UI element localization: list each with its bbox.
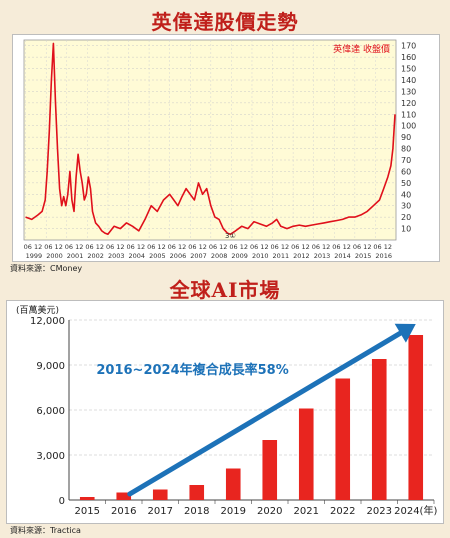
x-tick-label: 06 12 xyxy=(147,243,166,251)
x-tick-label: 06 12 xyxy=(106,243,125,251)
trend-arrow-shaft xyxy=(127,330,403,497)
annotation-label: 3① xyxy=(225,232,236,240)
x-tick-label: 06 12 xyxy=(24,243,43,251)
bar xyxy=(79,497,95,500)
chart-title-stock: 英偉達股價走勢 xyxy=(151,10,299,34)
x-tick-label: 06 12 xyxy=(229,243,248,251)
x-year-label: 2004 xyxy=(129,252,146,260)
y-tick-label: 150 xyxy=(401,65,416,74)
y-tick-label: 70 xyxy=(401,156,411,165)
y-axis-title: (百萬美元) xyxy=(16,304,59,316)
x-tick-label: 2016 xyxy=(111,506,136,517)
x-year-label: 2005 xyxy=(149,252,166,260)
x-year-label: 2010 xyxy=(252,252,269,260)
x-tick-label: 06 12 xyxy=(188,243,207,251)
price-line xyxy=(25,42,396,236)
x-year-label: 2002 xyxy=(87,252,104,260)
x-year-label: 2011 xyxy=(273,252,290,260)
chart-title-ai-market: 全球AI市場 xyxy=(169,278,281,302)
x-tick-label: 2023 xyxy=(367,506,392,517)
plot-area xyxy=(23,39,397,241)
y-tick-label: 170 xyxy=(401,42,416,51)
x-year-label: 2013 xyxy=(314,252,331,260)
x-tick-label: 2015 xyxy=(75,506,100,517)
chart-frame xyxy=(6,300,444,524)
bar xyxy=(189,485,205,500)
x-year-label: 2015 xyxy=(355,252,372,260)
x-year-label: 2001 xyxy=(67,252,84,260)
x-tick-label: 06 12 xyxy=(44,243,63,251)
trend-arrow-head xyxy=(394,323,416,343)
x-tick-label: 2019 xyxy=(221,506,246,517)
x-year-label: 1999 xyxy=(26,252,43,260)
y-tick-label: 50 xyxy=(401,179,411,188)
x-tick-label: 06 12 xyxy=(373,243,392,251)
y-tick-label: 6,000 xyxy=(36,406,65,417)
y-tick-label: 3,000 xyxy=(36,451,65,462)
x-tick-label: 06 12 xyxy=(127,243,146,251)
x-tick-label: 06 12 xyxy=(312,243,331,251)
bar xyxy=(371,359,387,500)
bar xyxy=(335,378,351,500)
y-tick-label: 40 xyxy=(401,190,411,199)
x-tick-label: 2022 xyxy=(330,506,355,517)
y-tick-label: 90 xyxy=(401,133,411,142)
x-tick-label: 06 12 xyxy=(250,243,269,251)
source-label-stock: 資料來源：CMoney xyxy=(10,264,83,273)
y-tick-label: 10 xyxy=(401,225,411,234)
bar xyxy=(225,468,241,500)
y-tick-label: 9,000 xyxy=(36,361,65,372)
x-year-label: 2012 xyxy=(293,252,310,260)
x-tick-label: 06 12 xyxy=(168,243,187,251)
x-tick-label: 2018 xyxy=(184,506,209,517)
x-tick-label: 06 12 xyxy=(209,243,228,251)
y-tick-label: 30 xyxy=(401,202,411,211)
y-tick-label: 120 xyxy=(401,99,416,108)
x-tick-label: 2020 xyxy=(257,506,282,517)
x-year-label: 2007 xyxy=(190,252,207,260)
x-tick-label: 06 12 xyxy=(353,243,372,251)
growth-annotation: 2016~2024年複合成長率58% xyxy=(96,362,288,378)
bar xyxy=(152,489,168,500)
x-year-label: 2016 xyxy=(375,252,392,260)
y-tick-label: 160 xyxy=(401,53,416,62)
x-tick-label: 06 12 xyxy=(85,243,104,251)
x-year-label: 2008 xyxy=(211,252,228,260)
x-tick-label: 2017 xyxy=(148,506,173,517)
y-tick-label: 80 xyxy=(401,145,411,154)
y-tick-label: 130 xyxy=(401,87,416,96)
ai-market-bar-chart: (百萬美元) 0 3,000 6,000 9,000 12,000 2015 2016 2017… xyxy=(6,300,444,524)
legend-label: 英偉達 收盤價 xyxy=(333,43,390,55)
x-year-label: 2000 xyxy=(46,252,63,260)
source-label-ai-market: 資料來源：Tractica xyxy=(10,526,81,535)
x-tick-label: 06 12 xyxy=(271,243,290,251)
bar xyxy=(408,335,424,500)
x-tick-label: 06 12 xyxy=(65,243,84,251)
x-tick-label: 06 12 xyxy=(332,243,351,251)
y-tick-label: 100 xyxy=(401,122,416,131)
x-year-label: 2003 xyxy=(108,252,125,260)
stock-price-chart: 10 20 30 40 50 60 70 80 90 100 110 120 130 140 150 160 1… xyxy=(12,34,440,262)
x-year-label: 2009 xyxy=(231,252,248,260)
x-year-label: 2006 xyxy=(170,252,187,260)
x-tick-label: 06 12 xyxy=(291,243,310,251)
y-tick-label: 20 xyxy=(401,213,411,222)
x-tick-label: 2024(年) xyxy=(394,504,437,517)
bar xyxy=(262,440,278,500)
y-tick-label: 0 xyxy=(59,496,65,507)
bar xyxy=(298,408,314,500)
y-tick-label: 140 xyxy=(401,76,416,85)
y-tick-label: 110 xyxy=(401,110,416,119)
x-tick-label: 2021 xyxy=(294,506,319,517)
y-tick-label: 60 xyxy=(401,167,411,176)
y-tick-label: 12,000 xyxy=(30,316,65,327)
x-year-label: 2014 xyxy=(334,252,351,260)
bar xyxy=(116,492,132,500)
